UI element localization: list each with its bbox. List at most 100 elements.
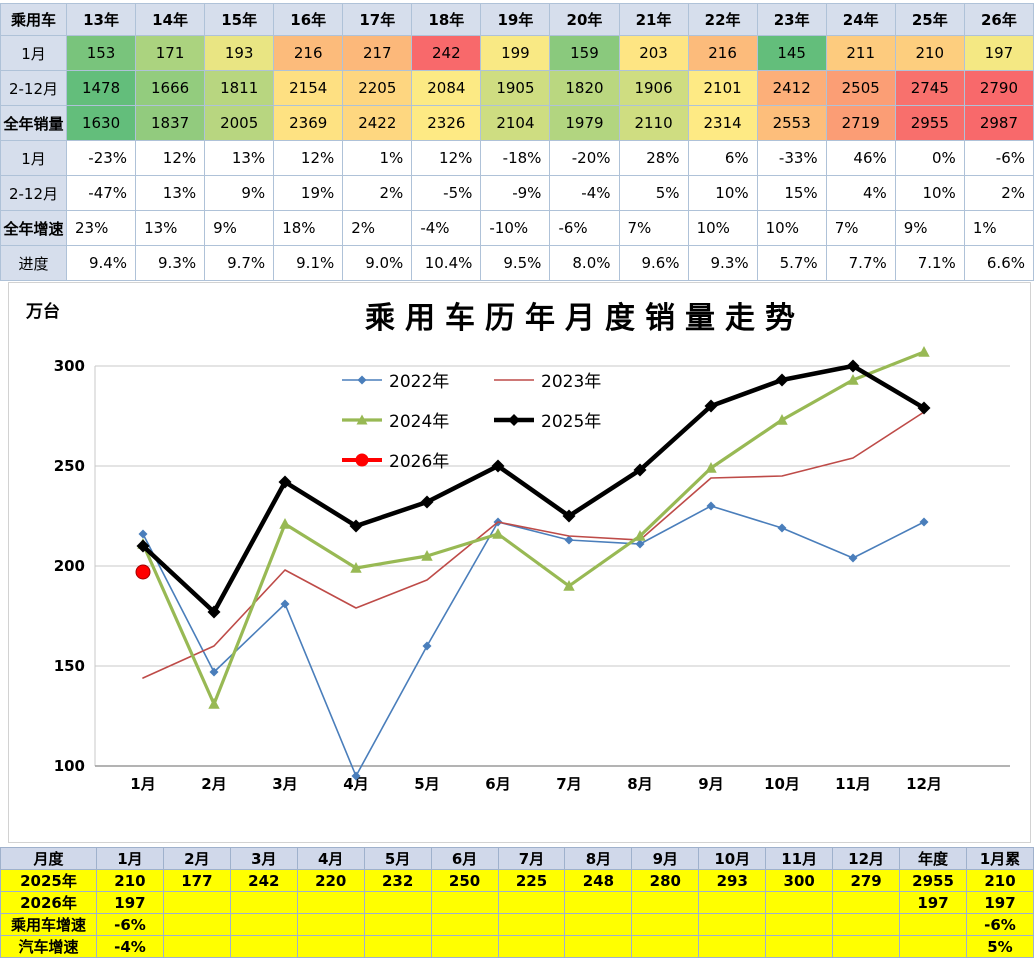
data-cell[interactable]: -6% (963, 140, 1034, 176)
data-cell[interactable]: 23% (65, 210, 137, 246)
data-cell[interactable]: 2719 (825, 105, 896, 141)
data-cell[interactable]: 1979 (549, 105, 620, 141)
data-cell[interactable]: -6% (96, 913, 164, 936)
data-cell[interactable]: 210 (894, 35, 965, 71)
row-label-cell[interactable]: 2-12月 (0, 70, 67, 106)
year-header-cell[interactable]: 17年 (342, 3, 413, 36)
data-cell[interactable] (698, 935, 767, 958)
data-cell[interactable]: 2987 (963, 105, 1034, 141)
data-cell[interactable]: -4% (96, 935, 164, 958)
data-cell[interactable] (832, 913, 901, 936)
data-cell[interactable]: 2505 (825, 70, 896, 106)
data-cell[interactable] (832, 935, 901, 958)
data-cell[interactable]: 9.4% (65, 245, 137, 281)
data-cell[interactable]: 2104 (480, 105, 551, 141)
month-header-cell[interactable]: 2月 (162, 847, 231, 870)
data-cell[interactable]: 248 (564, 869, 633, 892)
data-cell[interactable]: 7.7% (825, 245, 896, 281)
data-cell[interactable]: 13% (204, 140, 275, 176)
data-cell[interactable]: 2205 (342, 70, 413, 106)
data-cell[interactable]: 9% (204, 210, 275, 246)
data-cell[interactable]: 7.1% (894, 245, 965, 281)
year-header-cell[interactable]: 15年 (204, 3, 275, 36)
month-header-cell[interactable]: 1月累 (965, 847, 1034, 870)
data-cell[interactable] (765, 891, 834, 914)
data-cell[interactable]: -10% (480, 210, 551, 246)
data-cell[interactable]: 9.3% (135, 245, 206, 281)
data-cell[interactable]: 1666 (135, 70, 206, 106)
data-cell[interactable] (229, 913, 298, 936)
data-cell[interactable]: 2955 (899, 869, 967, 892)
data-cell[interactable] (162, 913, 231, 936)
data-cell[interactable]: 2553 (756, 105, 827, 141)
data-cell[interactable] (363, 935, 432, 958)
data-cell[interactable]: 10% (894, 175, 965, 211)
year-header-cell[interactable]: 18年 (411, 3, 482, 36)
data-cell[interactable]: 232 (363, 869, 432, 892)
data-cell[interactable]: 2101 (687, 70, 758, 106)
year-header-cell[interactable]: 24年 (825, 3, 896, 36)
month-header-cell[interactable]: 10月 (698, 847, 767, 870)
data-cell[interactable]: 2369 (273, 105, 344, 141)
data-cell[interactable] (229, 935, 298, 958)
data-cell[interactable] (430, 913, 499, 936)
data-cell[interactable]: 15% (756, 175, 827, 211)
data-cell[interactable] (899, 935, 967, 958)
data-cell[interactable] (363, 891, 432, 914)
data-cell[interactable]: 216 (273, 35, 344, 71)
month-header-cell[interactable]: 4月 (296, 847, 365, 870)
data-cell[interactable] (162, 891, 231, 914)
data-cell[interactable]: 2745 (894, 70, 965, 106)
data-cell[interactable]: 9.0% (342, 245, 413, 281)
data-cell[interactable]: 7% (825, 210, 896, 246)
data-cell[interactable]: 9.7% (204, 245, 275, 281)
data-cell[interactable]: 279 (832, 869, 901, 892)
data-cell[interactable]: 197 (96, 891, 164, 914)
data-cell[interactable]: 2154 (273, 70, 344, 106)
data-cell[interactable] (564, 891, 633, 914)
data-cell[interactable]: 9.6% (618, 245, 689, 281)
data-cell[interactable]: 2005 (204, 105, 275, 141)
data-cell[interactable]: 1478 (65, 70, 137, 106)
data-cell[interactable]: -9% (480, 175, 551, 211)
data-cell[interactable]: 2% (342, 175, 413, 211)
data-cell[interactable] (229, 891, 298, 914)
data-cell[interactable]: 159 (549, 35, 620, 71)
data-cell[interactable] (497, 913, 566, 936)
row-label-cell[interactable]: 2-12月 (0, 175, 67, 211)
data-cell[interactable]: 1630 (65, 105, 137, 141)
data-cell[interactable]: 2412 (756, 70, 827, 106)
data-cell[interactable]: 9% (894, 210, 965, 246)
data-cell[interactable]: 2084 (411, 70, 482, 106)
data-cell[interactable]: -6% (549, 210, 620, 246)
month-header-cell[interactable]: 11月 (765, 847, 834, 870)
data-cell[interactable]: 2790 (963, 70, 1034, 106)
data-cell[interactable]: -4% (411, 210, 482, 246)
data-cell[interactable]: -18% (480, 140, 551, 176)
row-label-cell[interactable]: 进度 (0, 245, 67, 281)
row-label-cell[interactable]: 全年增速 (0, 210, 67, 246)
data-cell[interactable]: 197 (899, 891, 967, 914)
data-cell[interactable]: 1% (342, 140, 413, 176)
data-cell[interactable]: 12% (273, 140, 344, 176)
corner-header-cell[interactable]: 乘用车 (0, 3, 67, 36)
data-cell[interactable] (765, 913, 834, 936)
data-cell[interactable]: 9% (204, 175, 275, 211)
data-cell[interactable]: 145 (756, 35, 827, 71)
data-cell[interactable]: 199 (480, 35, 551, 71)
data-cell[interactable]: 242 (411, 35, 482, 71)
data-cell[interactable]: 2314 (687, 105, 758, 141)
month-header-cell[interactable]: 8月 (564, 847, 633, 870)
data-cell[interactable]: -33% (756, 140, 827, 176)
data-cell[interactable]: 46% (825, 140, 896, 176)
data-cell[interactable]: 19% (273, 175, 344, 211)
row-label-cell[interactable]: 1月 (0, 140, 67, 176)
data-cell[interactable]: 225 (497, 869, 566, 892)
row-label-cell[interactable]: 2025年 (0, 869, 97, 892)
data-cell[interactable]: 171 (135, 35, 206, 71)
year-header-cell[interactable]: 14年 (135, 3, 206, 36)
data-cell[interactable]: 211 (825, 35, 896, 71)
data-cell[interactable]: 193 (204, 35, 275, 71)
row-label-cell[interactable]: 乘用车增速 (0, 913, 97, 936)
data-cell[interactable]: 280 (631, 869, 700, 892)
